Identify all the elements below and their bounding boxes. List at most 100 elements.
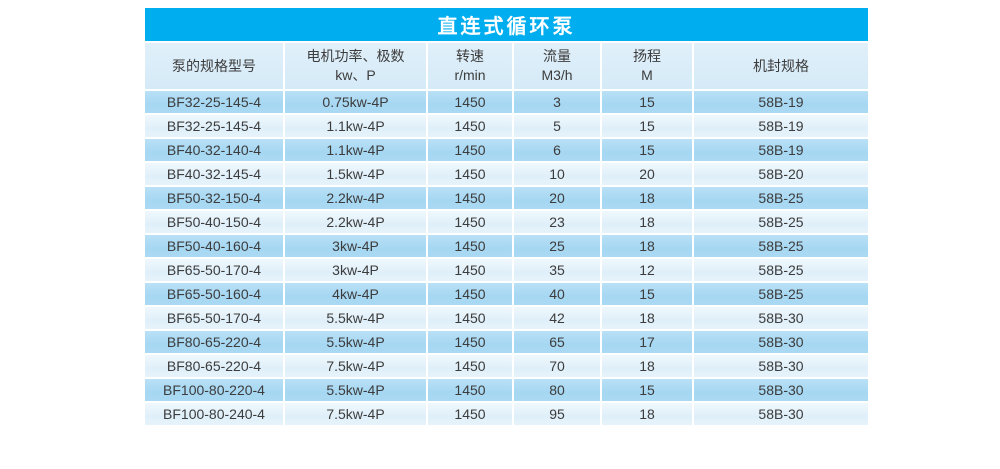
table-cell: 1.5kw-4P (285, 163, 426, 185)
table-cell: 7.5kw-4P (285, 403, 426, 425)
table-cell: 10 (514, 163, 600, 185)
table-cell: BF32-25-145-4 (145, 115, 283, 137)
table-cell: 1450 (428, 307, 512, 329)
table-cell: 3kw-4P (285, 235, 426, 257)
column-header-line1: 扬程 (633, 48, 661, 65)
pump-spec-table: 直连式循环泵 泵的规格型号 电机功率、极数 kw、P 转速 r/min 流量 M3/h 扬程 M… (145, 8, 868, 425)
table-row: BF65-50-160-4 4kw-4P 1450 40 15 58B-25 (145, 283, 868, 305)
table-cell: 3kw-4P (285, 259, 426, 281)
table-cell: 58B-20 (694, 163, 868, 185)
table-cell: 58B-25 (694, 283, 868, 305)
column-header-line2: M (641, 67, 653, 83)
table-cell: 15 (602, 379, 692, 401)
column-header-line2: r/min (454, 67, 486, 83)
table-row: BF40-32-145-4 1.5kw-4P 1450 10 20 58B-20 (145, 163, 868, 185)
table-cell: 58B-30 (694, 307, 868, 329)
table-cell: 58B-19 (694, 91, 868, 113)
table-row: BF65-50-170-4 5.5kw-4P 1450 42 18 58B-30 (145, 307, 868, 329)
table-cell: 4kw-4P (285, 283, 426, 305)
table-cell: 58B-30 (694, 355, 868, 377)
table-cell: 18 (602, 307, 692, 329)
table-cell: BF80-65-220-4 (145, 355, 283, 377)
table-cell: BF65-50-170-4 (145, 259, 283, 281)
table-cell: 23 (514, 211, 600, 233)
table-cell: 1450 (428, 259, 512, 281)
table-cell: 2.2kw-4P (285, 187, 426, 209)
table-cell: 58B-25 (694, 187, 868, 209)
table-cell: BF100-80-240-4 (145, 403, 283, 425)
table-cell: 15 (602, 91, 692, 113)
table-cell: 15 (602, 139, 692, 161)
column-header-2: 转速 r/min (428, 43, 512, 89)
table-cell: 1450 (428, 115, 512, 137)
column-header-4: 扬程 M (602, 43, 692, 89)
table-cell: 12 (602, 259, 692, 281)
table-cell: 1450 (428, 235, 512, 257)
table-cell: 40 (514, 283, 600, 305)
table-cell: BF50-32-150-4 (145, 187, 283, 209)
table-cell: 1450 (428, 91, 512, 113)
table-cell: 18 (602, 211, 692, 233)
table-cell: 1450 (428, 355, 512, 377)
table-cell: 25 (514, 235, 600, 257)
column-header-3: 流量 M3/h (514, 43, 600, 89)
table-row: BF50-40-160-4 3kw-4P 1450 25 18 58B-25 (145, 235, 868, 257)
table-row: BF50-32-150-4 2.2kw-4P 1450 20 18 58B-25 (145, 187, 868, 209)
table-cell: 70 (514, 355, 600, 377)
table-cell: 1450 (428, 283, 512, 305)
table-cell: 6 (514, 139, 600, 161)
table-body: BF32-25-145-4 0.75kw-4P 1450 3 15 58B-19 BF32-… (145, 91, 868, 425)
table-row: BF40-32-140-4 1.1kw-4P 1450 6 15 58B-19 (145, 139, 868, 161)
table-cell: 1.1kw-4P (285, 139, 426, 161)
table-cell: BF50-40-150-4 (145, 211, 283, 233)
header-row: 泵的规格型号 电机功率、极数 kw、P 转速 r/min 流量 M3/h 扬程 M 机封规格 (145, 43, 868, 89)
table-cell: 20 (514, 187, 600, 209)
column-header-line1: 电机功率、极数 (306, 48, 405, 65)
column-header-line2: kw、P (335, 67, 376, 83)
table-cell: 1450 (428, 163, 512, 185)
table-cell: 65 (514, 331, 600, 353)
table-cell: BF40-32-145-4 (145, 163, 283, 185)
table-row: BF80-65-220-4 7.5kw-4P 1450 70 18 58B-30 (145, 355, 868, 377)
table-cell: 5.5kw-4P (285, 307, 426, 329)
table-cell: 1450 (428, 403, 512, 425)
table-cell: 1450 (428, 187, 512, 209)
table-row: BF100-80-240-4 7.5kw-4P 1450 95 18 58B-30 (145, 403, 868, 425)
table-cell: 7.5kw-4P (285, 355, 426, 377)
table-row: BF80-65-220-4 5.5kw-4P 1450 65 17 58B-30 (145, 331, 868, 353)
table-cell: 1450 (428, 331, 512, 353)
table-cell: 95 (514, 403, 600, 425)
table-cell: BF40-32-140-4 (145, 139, 283, 161)
table-cell: 58B-30 (694, 403, 868, 425)
table-cell: 1.1kw-4P (285, 115, 426, 137)
table-cell: BF80-65-220-4 (145, 331, 283, 353)
table-cell: 1450 (428, 379, 512, 401)
table-row: BF32-25-145-4 1.1kw-4P 1450 5 15 58B-19 (145, 115, 868, 137)
table-cell: 5.5kw-4P (285, 379, 426, 401)
column-header-line2: M3/h (541, 67, 573, 83)
table-cell: 2.2kw-4P (285, 211, 426, 233)
table-cell: 15 (602, 283, 692, 305)
table-cell: 18 (602, 355, 692, 377)
column-header-0: 泵的规格型号 (145, 43, 283, 89)
table-cell: 42 (514, 307, 600, 329)
table-cell: 1450 (428, 139, 512, 161)
table-cell: 17 (602, 331, 692, 353)
table-cell: 58B-30 (694, 379, 868, 401)
table-cell: 58B-19 (694, 115, 868, 137)
column-header-line1: 流量 (543, 48, 571, 65)
table-cell: 15 (602, 115, 692, 137)
table-cell: 58B-19 (694, 139, 868, 161)
table-row: BF32-25-145-4 0.75kw-4P 1450 3 15 58B-19 (145, 91, 868, 113)
table-cell: 35 (514, 259, 600, 281)
table-cell: BF65-50-170-4 (145, 307, 283, 329)
column-header-line1: 转速 (456, 48, 484, 65)
column-header-5: 机封规格 (694, 43, 868, 89)
table-row: BF50-40-150-4 2.2kw-4P 1450 23 18 58B-25 (145, 211, 868, 233)
table-cell: 18 (602, 235, 692, 257)
table-cell: 20 (602, 163, 692, 185)
table-cell: 58B-25 (694, 211, 868, 233)
column-header-line1: 机封规格 (753, 57, 809, 74)
table-cell: BF50-40-160-4 (145, 235, 283, 257)
table-cell: 1450 (428, 211, 512, 233)
